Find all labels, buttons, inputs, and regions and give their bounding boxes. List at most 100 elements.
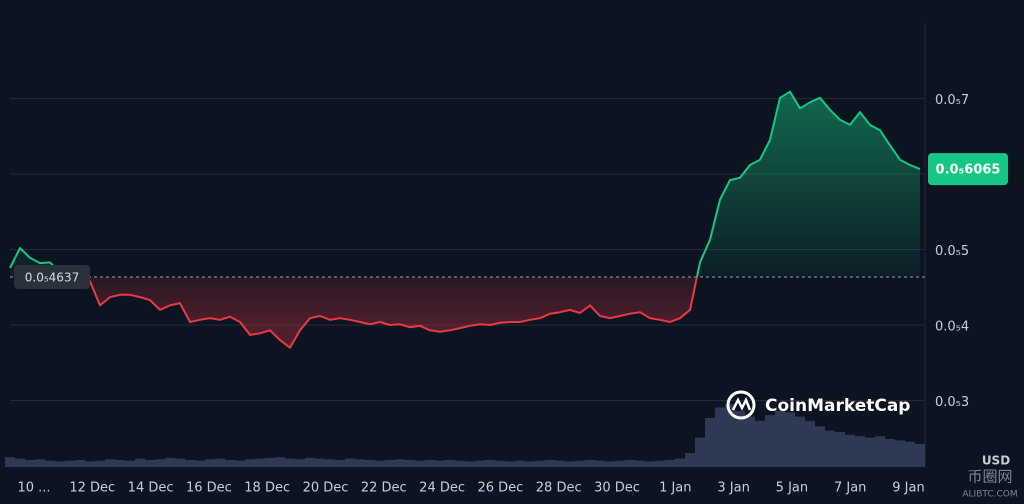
volume-bar bbox=[35, 459, 45, 467]
volume-bar bbox=[185, 460, 195, 467]
x-tick-label: 5 Jan bbox=[776, 481, 808, 496]
volume-bar bbox=[615, 460, 625, 467]
current-price-box bbox=[928, 153, 1008, 186]
volume-bar bbox=[305, 457, 315, 467]
volume-bar bbox=[835, 432, 845, 467]
volume-bar bbox=[595, 460, 605, 467]
volume-bar bbox=[315, 458, 325, 467]
volume-bar bbox=[325, 459, 335, 467]
baseline-label-box bbox=[14, 264, 90, 289]
volume-bar bbox=[905, 441, 915, 467]
volume-bar bbox=[725, 404, 735, 467]
volume-bar bbox=[385, 460, 395, 467]
volume-bar bbox=[635, 460, 645, 467]
volume-bar bbox=[575, 460, 585, 467]
volume-bar bbox=[355, 459, 365, 467]
volume-bar bbox=[135, 458, 145, 467]
volume-bar bbox=[65, 460, 75, 467]
volume-bar bbox=[75, 460, 85, 467]
volume-bar bbox=[715, 407, 725, 467]
x-tick-label: 7 Jan bbox=[834, 481, 866, 496]
volume-bar bbox=[605, 461, 615, 467]
volume-bar bbox=[655, 460, 665, 467]
volume-bar bbox=[445, 460, 455, 467]
logo-ring bbox=[726, 390, 756, 420]
price-line bbox=[9, 90, 921, 349]
volume-bar bbox=[775, 411, 785, 467]
x-tick-label: 12 Dec bbox=[69, 481, 115, 496]
y-tick-label: 0.0₅5 bbox=[935, 244, 969, 259]
watermark-site: ALIBTC.COM bbox=[962, 490, 1017, 500]
volume-bar bbox=[205, 459, 215, 467]
volume-bar bbox=[675, 458, 685, 467]
volume-bar bbox=[155, 459, 165, 467]
x-tick-label: 18 Dec bbox=[244, 481, 290, 496]
volume-bar bbox=[845, 434, 855, 467]
volume-bar bbox=[855, 436, 865, 467]
currency: USD bbox=[982, 454, 1010, 468]
volume-bar bbox=[45, 460, 55, 467]
volume-bar bbox=[745, 416, 755, 467]
brand-logo: CoinMarketCap bbox=[726, 390, 910, 420]
y-tick-label: 0.0₅7 bbox=[935, 93, 969, 108]
volume-bar bbox=[535, 460, 545, 467]
volume-bar bbox=[805, 420, 815, 467]
volume-bar bbox=[695, 437, 705, 467]
volume-bar bbox=[495, 460, 505, 467]
volume-bar bbox=[795, 416, 805, 467]
brand-name: CoinMarketCap bbox=[765, 396, 910, 416]
volume-bar bbox=[165, 457, 175, 467]
volume-bar bbox=[245, 459, 255, 467]
volume-bar bbox=[455, 460, 465, 467]
volume-bar bbox=[545, 460, 555, 467]
volume-bar bbox=[785, 412, 795, 467]
area-fill bbox=[10, 91, 920, 348]
x-tick-label: 14 Dec bbox=[128, 481, 174, 496]
volume-bar bbox=[755, 420, 765, 467]
volume-bar bbox=[915, 443, 925, 467]
volume-bar bbox=[875, 436, 885, 467]
y-tick-label: 0.0₅3 bbox=[935, 395, 969, 410]
volume-bar bbox=[55, 461, 65, 467]
volume-bar bbox=[555, 460, 565, 467]
x-tick-label: 1 Jan bbox=[659, 481, 691, 496]
volume-bar bbox=[365, 460, 375, 467]
x-tick-label: 3 Jan bbox=[717, 481, 749, 496]
volume-bar bbox=[95, 460, 105, 467]
volume-bar bbox=[395, 459, 405, 467]
volume-bar bbox=[125, 460, 135, 467]
volume-bar bbox=[525, 461, 535, 467]
x-tick-label: 24 Dec bbox=[419, 481, 465, 496]
volume-bar bbox=[895, 440, 905, 467]
volume-bar bbox=[255, 458, 265, 467]
volume-bar bbox=[485, 460, 495, 467]
volume-bar bbox=[815, 426, 825, 467]
volume-bar bbox=[665, 460, 675, 467]
volume-bar bbox=[625, 460, 635, 467]
volume-bar bbox=[85, 461, 95, 467]
volume-bar bbox=[505, 461, 515, 467]
watermark-title: 币圈网 bbox=[967, 468, 1012, 486]
x-tick-label: 26 Dec bbox=[477, 481, 523, 496]
volume-bar bbox=[105, 459, 115, 467]
x-tick-label: 9 Jan bbox=[892, 481, 924, 496]
volume-bar bbox=[25, 460, 35, 467]
volume-bar bbox=[275, 457, 285, 467]
volume-bar bbox=[705, 418, 715, 467]
current-price-label: 0.0₅6065 bbox=[936, 163, 1001, 178]
volume-bar bbox=[415, 460, 425, 467]
x-tick-label: 16 Dec bbox=[186, 481, 232, 496]
volume-bar bbox=[175, 458, 185, 467]
volume-bar bbox=[345, 458, 355, 467]
logo-mark bbox=[731, 396, 752, 411]
x-tick-label: 10 ... bbox=[17, 481, 50, 496]
volume-bar bbox=[425, 460, 435, 467]
volume-bar bbox=[335, 460, 345, 467]
volume-bar bbox=[515, 460, 525, 467]
volume-layer bbox=[5, 404, 925, 467]
volume-bar bbox=[225, 460, 235, 467]
volume-bar bbox=[735, 411, 745, 467]
volume-bar bbox=[5, 457, 15, 467]
volume-bar bbox=[645, 461, 655, 467]
